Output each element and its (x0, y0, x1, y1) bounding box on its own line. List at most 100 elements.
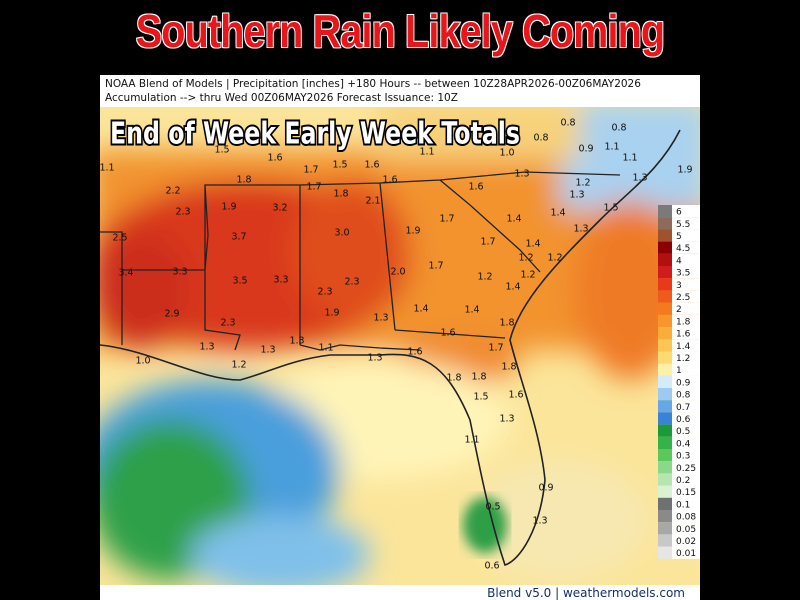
legend-swatch (658, 229, 672, 242)
map-value-label: 1.4 (464, 305, 479, 316)
legend-swatch (658, 302, 672, 315)
map-value-label: 3.0 (334, 228, 349, 239)
legend-swatch (658, 461, 672, 474)
map-value-label: 2.2 (165, 186, 180, 197)
map-value-label: 1.6 (468, 182, 483, 193)
legend-label-bg (672, 253, 700, 266)
map-value-label: 1.8 (446, 373, 461, 384)
map-value-label: 1.3 (199, 342, 214, 353)
legend-label: 1.8 (676, 317, 691, 327)
map-value-label: 1.9 (221, 202, 236, 213)
map-value-label: 1.3 (632, 173, 647, 184)
map-panel: NOAA Blend of Models | Precipitation [in… (100, 75, 700, 600)
map-value-label: 1.3 (499, 414, 514, 425)
legend-label: 3.5 (676, 269, 690, 279)
map-value-label: 1.3 (514, 169, 529, 180)
map-value-label: 1.0 (499, 148, 514, 159)
map-value-label: 1.3 (367, 353, 382, 364)
legend-label-bg (672, 388, 700, 401)
map-value-label: 1.4 (505, 282, 520, 293)
legend-label: 1.2 (676, 354, 690, 364)
legend-label-bg (672, 351, 700, 364)
map-value-label: 1.0 (135, 356, 150, 367)
legend-label: 0.5 (676, 427, 690, 437)
map-value-label: 1.6 (508, 390, 523, 401)
map-value-label: 1.8 (499, 318, 514, 329)
map-value-label: 1.2 (547, 253, 562, 264)
legend-label-bg (672, 546, 700, 559)
legend-label: 0.6 (676, 415, 691, 425)
legend-swatch (658, 375, 672, 388)
legend-label: 1 (676, 366, 682, 376)
map-value-label: 3.4 (118, 268, 133, 279)
legend-label-bg (672, 302, 700, 315)
map-value-label: 2.0 (390, 267, 405, 278)
precip-patch (463, 497, 507, 553)
legend-swatch (658, 278, 672, 291)
legend-label: 0.8 (676, 391, 691, 401)
map-value-label: 1.1 (604, 142, 619, 153)
legend-label-bg (672, 424, 700, 437)
boundaries (100, 129, 681, 567)
legend-swatch (658, 497, 672, 510)
legend-label: 0.3 (676, 452, 690, 462)
map-value-label: 1.2 (477, 272, 492, 283)
legend-label-bg (672, 241, 700, 254)
legend-label-bg (672, 473, 700, 486)
map-value-label: 1.2 (518, 253, 533, 264)
header-line: Accumulation --> thru Wed 00Z06MAY2026 F… (105, 92, 458, 104)
legend-swatch (658, 339, 672, 352)
legend-label: 0.25 (676, 464, 696, 474)
map-value-label: 3.3 (172, 267, 187, 278)
map-value-label: 3.3 (273, 275, 288, 286)
map-value-label: 3.2 (272, 203, 287, 214)
header-line: NOAA Blend of Models | Precipitation [in… (105, 78, 641, 90)
legend-swatch (658, 290, 672, 303)
legend-label: 2 (676, 305, 682, 315)
legend-label: 0.1 (676, 500, 690, 510)
map-value-label: 0.9 (578, 144, 593, 155)
map-value-label: 1.8 (501, 362, 516, 373)
map-value-label: 1.3 (532, 516, 547, 527)
legend-label-bg (672, 229, 700, 242)
legend-swatch (658, 412, 672, 425)
map-value-label: 1.6 (382, 175, 397, 186)
map-value-label: 1.6 (364, 160, 379, 171)
precip-field (100, 107, 700, 585)
map-value-label: 1.8 (471, 372, 486, 383)
map-value-label: 1.4 (525, 239, 540, 250)
legend-label-bg (672, 217, 700, 230)
legend-label-bg (672, 534, 700, 547)
map-value-label: 1.1 (419, 147, 434, 158)
map-value-label: 1.3 (260, 345, 275, 356)
legend-swatch (658, 485, 672, 498)
legend-label: 2.5 (676, 293, 690, 303)
overlay-title: End of Week Early Week Totals (110, 117, 520, 152)
map-value-label: 1.7 (303, 165, 318, 176)
map-value-label: 1.8 (236, 175, 251, 186)
map-value-label: 1.3 (373, 313, 388, 324)
map-value-label: 1.2 (575, 178, 590, 189)
legend-label: 0.15 (676, 488, 696, 498)
map-value-label: 1.9 (677, 165, 692, 176)
map-value-label: 0.6 (484, 561, 499, 572)
map-value-label: 1.3 (289, 336, 304, 347)
map-value-label: 1.7 (488, 343, 503, 354)
legend-label-bg (672, 461, 700, 474)
legend-label: 3 (676, 281, 682, 291)
legend-swatch (658, 436, 672, 449)
legend-label-bg (672, 205, 700, 218)
legend-swatch (658, 546, 672, 559)
legend-label: 0.9 (676, 378, 691, 388)
legend-swatch (658, 449, 672, 462)
map-value-label: 1.9 (405, 226, 420, 237)
legend-label-bg (672, 436, 700, 449)
legend-label-bg (672, 363, 700, 376)
precip-map: End of Week Early Week Totals 1.11.51.61… (100, 107, 700, 585)
map-value-label: 2.3 (220, 318, 235, 329)
legend-label: 0.08 (676, 513, 696, 523)
legend-swatch (658, 205, 672, 218)
map-value-label: 3.7 (231, 232, 246, 243)
map-value-label: 1.1 (100, 163, 115, 174)
